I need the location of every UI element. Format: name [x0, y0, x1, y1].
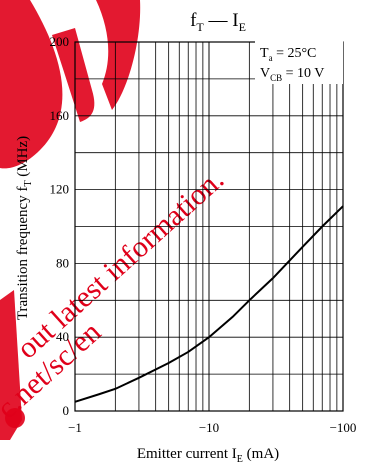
condition-ta: Ta = 25°C	[260, 46, 316, 63]
chart-grid	[74, 41, 344, 412]
x-tick-label: −100	[330, 420, 357, 435]
y-tick-label: 40	[56, 329, 69, 344]
conditions-box	[255, 40, 343, 84]
watermark-logo	[0, 0, 141, 440]
x-axis-label: Emitter current IE (mA)	[137, 446, 279, 465]
chart-title: fT — IE	[190, 10, 246, 34]
y-tick-label: 200	[50, 34, 70, 49]
condition-vcb: VCB = 10 V	[260, 66, 324, 83]
x-tick-label: −10	[199, 420, 219, 435]
y-axis-label: Transition frequency fT (MHz)	[15, 136, 34, 320]
y-tick-label: 160	[50, 108, 70, 123]
x-axis-tick-labels: −1 −10 −100	[68, 420, 356, 435]
plot-frame	[74, 41, 344, 412]
y-tick-label: 120	[50, 182, 70, 197]
y-axis-tick-labels: 0 40 80 120 160 200	[50, 34, 70, 418]
y-tick-label: 0	[63, 403, 70, 418]
svg-text:out latest information.: out latest information.	[11, 163, 231, 365]
series-line	[74, 205, 344, 403]
y-tick-label: 80	[56, 255, 69, 270]
x-tick-label: −1	[68, 420, 82, 435]
